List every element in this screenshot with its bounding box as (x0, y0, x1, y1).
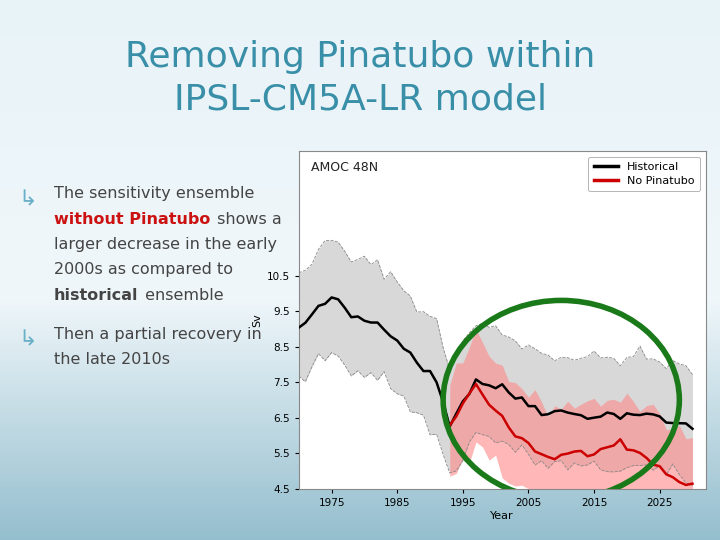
Y-axis label: Sv: Sv (253, 313, 263, 327)
Text: 2000s as compared to: 2000s as compared to (54, 262, 233, 278)
Text: ↳: ↳ (18, 189, 37, 209)
Legend: Historical, No Pinatubo: Historical, No Pinatubo (588, 157, 700, 191)
Text: Removing Pinatubo within: Removing Pinatubo within (125, 40, 595, 73)
Text: larger decrease in the early: larger decrease in the early (54, 237, 277, 252)
Text: The sensitivity ensemble: The sensitivity ensemble (54, 186, 254, 201)
Text: Then a partial recovery in: Then a partial recovery in (54, 327, 262, 342)
X-axis label: Year: Year (490, 510, 514, 521)
Text: IPSL-CM5A-LR model: IPSL-CM5A-LR model (174, 83, 546, 117)
Text: the late 2010s: the late 2010s (54, 352, 170, 367)
Text: ↳: ↳ (18, 329, 37, 349)
Text: historical: historical (54, 288, 138, 303)
Text: ensemble: ensemble (140, 288, 224, 303)
Text: AMOC 48N: AMOC 48N (311, 161, 378, 174)
Text: shows a: shows a (212, 212, 282, 227)
Text: without Pinatubo: without Pinatubo (54, 212, 210, 227)
